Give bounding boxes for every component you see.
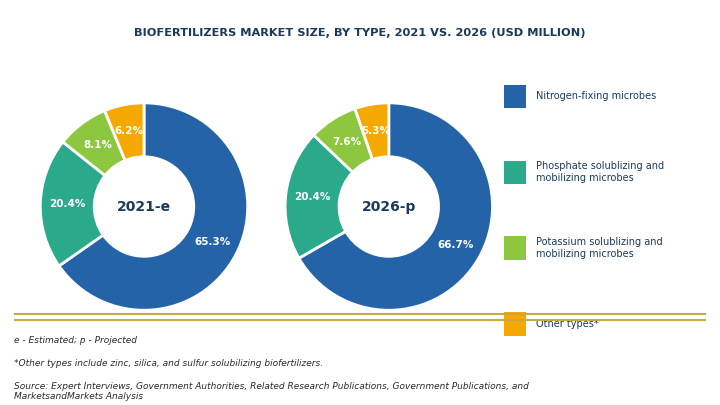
FancyBboxPatch shape — [504, 160, 526, 184]
Text: Source: Expert Interviews, Government Authorities, Related Research Publications: Source: Expert Interviews, Government Au… — [14, 382, 529, 401]
Text: 20.4%: 20.4% — [294, 192, 330, 202]
Text: Other types*: Other types* — [536, 319, 599, 329]
Text: 20.4%: 20.4% — [49, 199, 86, 209]
FancyBboxPatch shape — [504, 237, 526, 260]
Text: 7.6%: 7.6% — [333, 137, 362, 147]
Wedge shape — [299, 103, 492, 310]
FancyBboxPatch shape — [504, 312, 526, 335]
Text: BIOFERTILIZERS MARKET SIZE, BY TYPE, 2021 VS. 2026 (USD MILLION): BIOFERTILIZERS MARKET SIZE, BY TYPE, 202… — [134, 28, 586, 38]
Text: 6.2%: 6.2% — [114, 126, 144, 136]
Wedge shape — [40, 142, 105, 266]
FancyBboxPatch shape — [504, 85, 526, 108]
Text: 8.1%: 8.1% — [84, 140, 112, 150]
Text: 2026-p: 2026-p — [361, 200, 416, 213]
Text: Potassium solublizing and
mobilizing microbes: Potassium solublizing and mobilizing mic… — [536, 237, 663, 259]
Text: Phosphate solublizing and
mobilizing microbes: Phosphate solublizing and mobilizing mic… — [536, 162, 665, 183]
Wedge shape — [59, 103, 248, 310]
Text: e - Estimated; p - Projected: e - Estimated; p - Projected — [14, 335, 138, 345]
Wedge shape — [285, 135, 353, 258]
Text: Nitrogen-fixing microbes: Nitrogen-fixing microbes — [536, 92, 657, 101]
Text: *Other types include zinc, silica, and sulfur solubilizing biofertilizers.: *Other types include zinc, silica, and s… — [14, 359, 323, 368]
Wedge shape — [314, 109, 372, 172]
Text: 2021-e: 2021-e — [117, 200, 171, 213]
Text: 65.3%: 65.3% — [194, 237, 230, 247]
Wedge shape — [355, 103, 389, 160]
Text: 5.3%: 5.3% — [361, 126, 390, 136]
Wedge shape — [63, 111, 125, 175]
Wedge shape — [104, 103, 144, 160]
Text: 66.7%: 66.7% — [437, 240, 473, 250]
